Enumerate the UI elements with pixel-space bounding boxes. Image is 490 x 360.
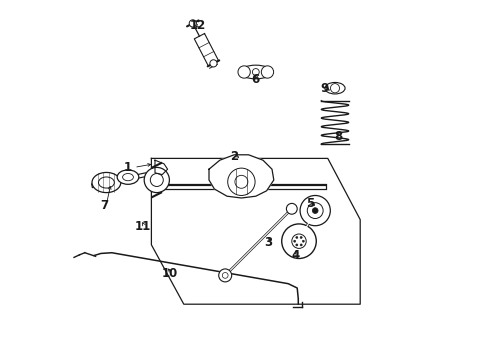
- Ellipse shape: [300, 244, 302, 246]
- Ellipse shape: [302, 240, 304, 242]
- Ellipse shape: [325, 82, 345, 94]
- Text: 3: 3: [264, 237, 272, 249]
- Text: 10: 10: [161, 267, 177, 280]
- Ellipse shape: [300, 237, 302, 239]
- Ellipse shape: [228, 168, 255, 195]
- Text: 1: 1: [124, 161, 132, 174]
- Ellipse shape: [92, 172, 121, 193]
- Ellipse shape: [219, 269, 232, 282]
- Text: 5: 5: [306, 197, 314, 210]
- Ellipse shape: [144, 167, 170, 193]
- Text: 12: 12: [190, 19, 206, 32]
- Polygon shape: [155, 160, 168, 175]
- Ellipse shape: [189, 20, 196, 27]
- Text: 8: 8: [335, 130, 343, 143]
- Ellipse shape: [286, 203, 297, 214]
- Ellipse shape: [261, 66, 273, 78]
- Ellipse shape: [252, 69, 259, 76]
- Ellipse shape: [240, 65, 272, 79]
- Text: 7: 7: [100, 199, 109, 212]
- Text: 9: 9: [320, 82, 328, 95]
- Ellipse shape: [300, 195, 330, 226]
- Text: 2: 2: [230, 150, 238, 163]
- Ellipse shape: [330, 84, 340, 93]
- Polygon shape: [209, 155, 274, 198]
- Text: 11: 11: [134, 220, 150, 233]
- Ellipse shape: [294, 240, 296, 242]
- Ellipse shape: [117, 170, 139, 184]
- Text: 4: 4: [291, 249, 299, 262]
- Text: 6: 6: [252, 73, 260, 86]
- Ellipse shape: [312, 208, 318, 213]
- Ellipse shape: [296, 244, 298, 246]
- Ellipse shape: [238, 66, 250, 78]
- Ellipse shape: [282, 224, 316, 258]
- Ellipse shape: [296, 237, 298, 239]
- Ellipse shape: [210, 60, 217, 67]
